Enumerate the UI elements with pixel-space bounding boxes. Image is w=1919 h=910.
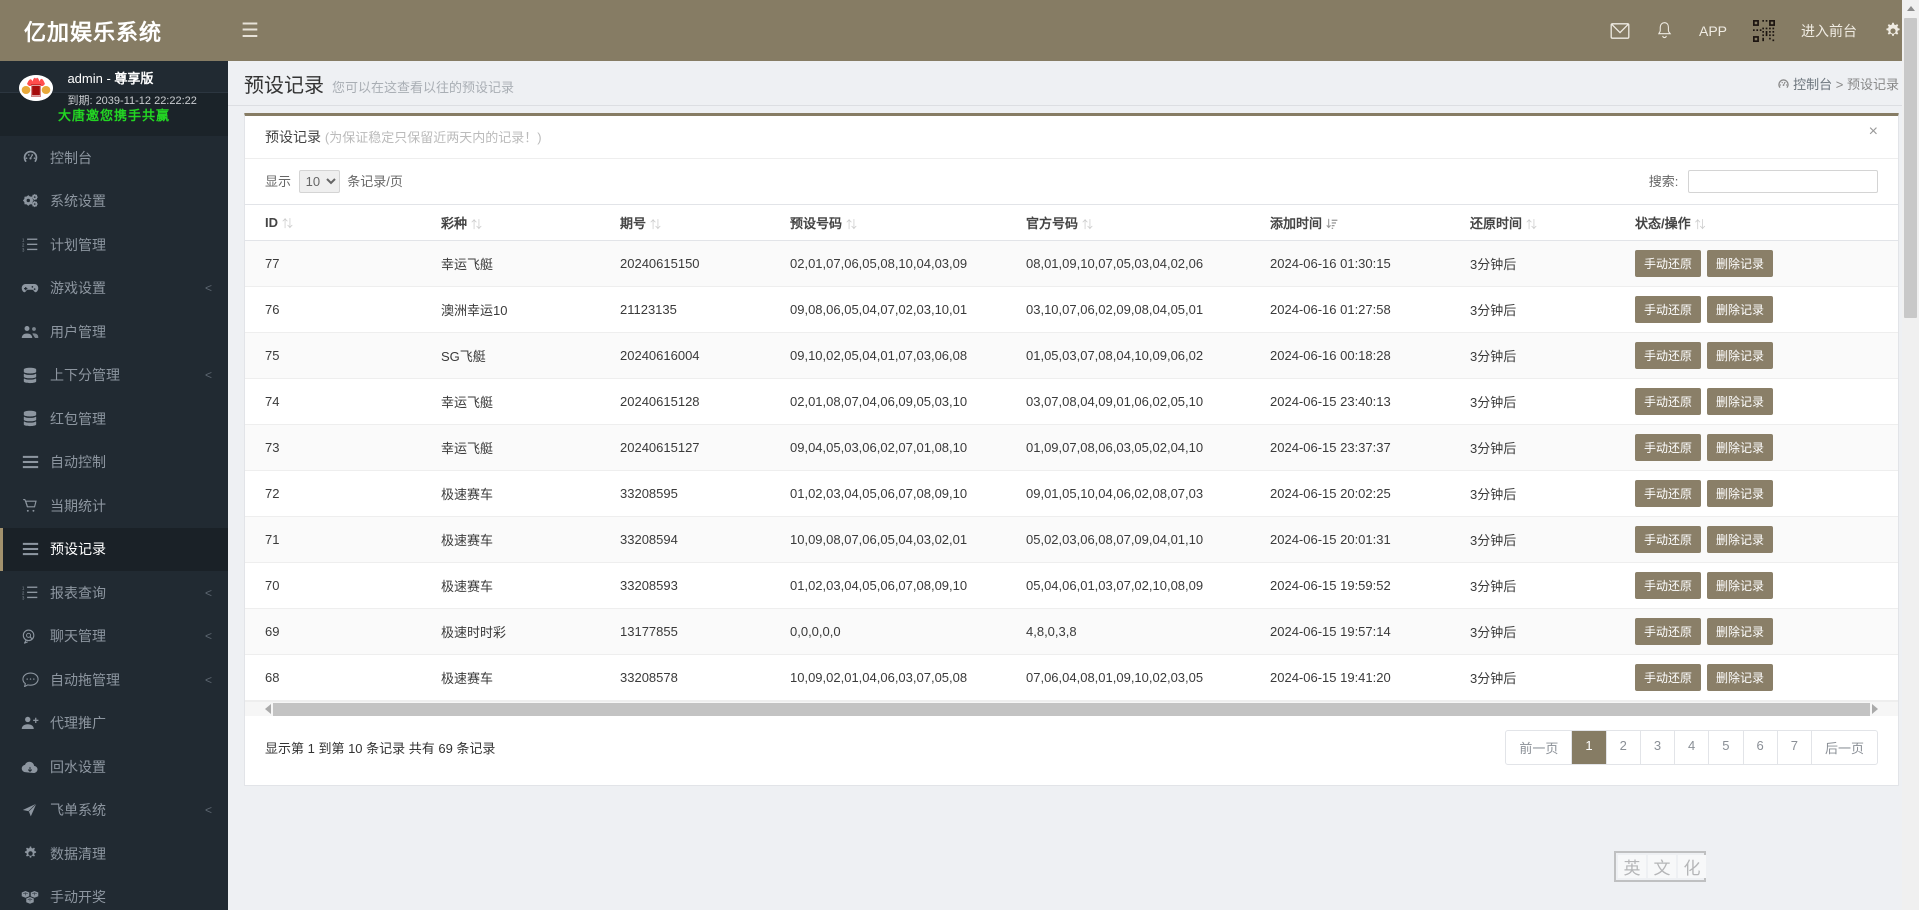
- svg-text:3: 3: [22, 248, 25, 253]
- svg-text:2: 2: [22, 243, 25, 248]
- svg-text:1: 1: [22, 586, 25, 591]
- svg-text:1: 1: [22, 238, 25, 243]
- svg-text:2: 2: [22, 591, 25, 596]
- svg-text:3: 3: [22, 596, 25, 601]
